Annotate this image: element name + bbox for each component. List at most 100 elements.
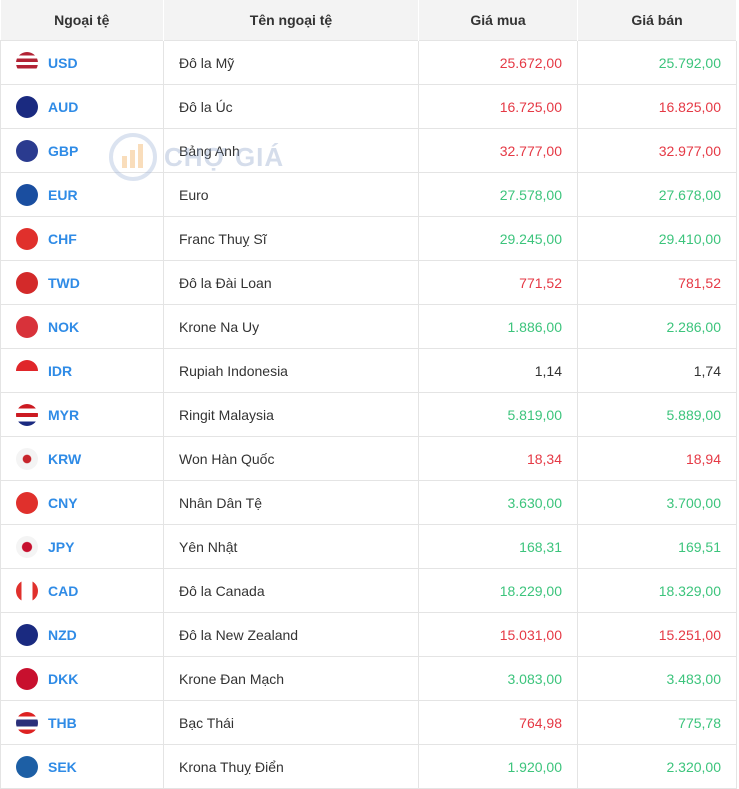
- currency-name: Yên Nhật: [163, 524, 419, 569]
- buy-price: 18.229,00: [418, 568, 578, 613]
- rate-row: TWD Đô la Đài Loan 771,52 781,52: [0, 260, 737, 305]
- rate-row: SEK Krona Thuỵ Điển 1.920,00 2.320,00: [0, 744, 737, 789]
- rate-row: JPY Yên Nhật 168,31 169,51: [0, 524, 737, 569]
- buy-price: 32.777,00: [418, 128, 578, 173]
- rate-row: KRW Won Hàn Quốc 18,34 18,94: [0, 436, 737, 481]
- currency-name: Krona Thuỵ Điển: [163, 744, 419, 789]
- header-cell: Giá bán: [577, 0, 737, 41]
- currency-cell: EUR: [0, 172, 164, 217]
- currency-name: Euro: [163, 172, 419, 217]
- currency-code: EUR: [48, 186, 78, 203]
- currency-cell: GBP: [0, 128, 164, 173]
- flag-icon: [16, 315, 38, 338]
- currency-cell: DKK: [0, 656, 164, 701]
- sell-price: 3.483,00: [577, 656, 737, 701]
- currency-code: THB: [48, 714, 77, 731]
- currency-name: Franc Thuỵ Sĩ: [163, 216, 419, 261]
- currency-name: Krone Na Uy: [163, 304, 419, 349]
- sell-price: 169,51: [577, 524, 737, 569]
- currency-code: CNY: [48, 494, 78, 511]
- currency-code: MYR: [48, 406, 80, 423]
- flag-icon: [16, 403, 38, 426]
- currency-cell: NOK: [0, 304, 164, 349]
- currency-name: Nhân Dân Tệ: [163, 480, 419, 525]
- sell-price: 2.286,00: [577, 304, 737, 349]
- buy-price: 1.886,00: [418, 304, 578, 349]
- sell-price: 32.977,00: [577, 128, 737, 173]
- rate-row: MYR Ringit Malaysia 5.819,00 5.889,00: [0, 392, 737, 437]
- buy-price: 3.630,00: [418, 480, 578, 525]
- buy-price: 168,31: [418, 524, 578, 569]
- rate-row: NOK Krone Na Uy 1.886,00 2.286,00: [0, 304, 737, 349]
- currency-code: DKK: [48, 670, 79, 687]
- buy-price: 16.725,00: [418, 84, 578, 129]
- currency-code: CHF: [48, 230, 77, 247]
- currency-cell: THB: [0, 700, 164, 745]
- currency-cell: KRW: [0, 436, 164, 481]
- currency-code: NOK: [48, 318, 80, 335]
- currency-cell: JPY: [0, 524, 164, 569]
- buy-price: 1.920,00: [418, 744, 578, 789]
- currency-cell: NZD: [0, 612, 164, 657]
- header-row: Ngoại tệ Tên ngoại tệ Giá mua Giá bán: [0, 0, 737, 41]
- sell-price: 15.251,00: [577, 612, 737, 657]
- currency-code: IDR: [48, 362, 73, 379]
- currency-name: Bảng Anh: [163, 128, 419, 173]
- table-body: USD Đô la Mỹ 25.672,00 25.792,00 AUD Đô la Úc…: [0, 40, 737, 789]
- currency-cell: CAD: [0, 568, 164, 613]
- currency-code: CAD: [48, 582, 79, 599]
- sell-price: 775,78: [577, 700, 737, 745]
- sell-price: 16.825,00: [577, 84, 737, 129]
- sell-price: 25.792,00: [577, 40, 737, 85]
- currency-code: GBP: [48, 142, 79, 159]
- rate-row: IDR Rupiah Indonesia 1,14 1,74: [0, 348, 737, 393]
- currency-cell: SEK: [0, 744, 164, 789]
- currency-name: Krone Đan Mạch: [163, 656, 419, 701]
- header-cell: Ngoại tệ: [0, 0, 164, 41]
- buy-price: 27.578,00: [418, 172, 578, 217]
- sell-price: 18.329,00: [577, 568, 737, 613]
- rate-row: GBP Bảng Anh 32.777,00 32.977,00: [0, 128, 737, 173]
- flag-icon: [16, 139, 38, 162]
- flag-icon: [16, 95, 38, 118]
- sell-price: 2.320,00: [577, 744, 737, 789]
- rate-row: USD Đô la Mỹ 25.672,00 25.792,00: [0, 40, 737, 85]
- flag-icon: [16, 227, 38, 250]
- buy-price: 29.245,00: [418, 216, 578, 261]
- currency-name: Won Hàn Quốc: [163, 436, 419, 481]
- flag-icon: [16, 271, 38, 294]
- currency-name: Rupiah Indonesia: [163, 348, 419, 393]
- rate-row: DKK Krone Đan Mạch 3.083,00 3.483,00: [0, 656, 737, 701]
- buy-price: 25.672,00: [418, 40, 578, 85]
- rate-row: CNY Nhân Dân Tệ 3.630,00 3.700,00: [0, 480, 737, 525]
- rate-row: NZD Đô la New Zealand 15.031,00 15.251,00: [0, 612, 737, 657]
- buy-price: 1,14: [418, 348, 578, 393]
- flag-icon: [16, 183, 38, 206]
- currency-name: Đô la Canada: [163, 568, 419, 613]
- sell-price: 27.678,00: [577, 172, 737, 217]
- buy-price: 3.083,00: [418, 656, 578, 701]
- sell-price: 1,74: [577, 348, 737, 393]
- buy-price: 764,98: [418, 700, 578, 745]
- currency-name: Đô la Úc: [163, 84, 419, 129]
- buy-price: 15.031,00: [418, 612, 578, 657]
- rate-row: THB Bạc Thái 764,98 775,78: [0, 700, 737, 745]
- flag-icon: [16, 755, 38, 778]
- flag-icon: [16, 579, 38, 602]
- currency-code: SEK: [48, 758, 77, 775]
- currency-cell: MYR: [0, 392, 164, 437]
- flag-icon: [16, 491, 38, 514]
- flag-icon: [16, 623, 38, 646]
- flag-icon: [16, 667, 38, 690]
- currency-code: AUD: [48, 98, 79, 115]
- header-cell: Giá mua: [418, 0, 578, 41]
- currency-cell: CNY: [0, 480, 164, 525]
- currency-name: Ringit Malaysia: [163, 392, 419, 437]
- sell-price: 781,52: [577, 260, 737, 305]
- flag-icon: [16, 447, 38, 470]
- currency-cell: IDR: [0, 348, 164, 393]
- currency-cell: TWD: [0, 260, 164, 305]
